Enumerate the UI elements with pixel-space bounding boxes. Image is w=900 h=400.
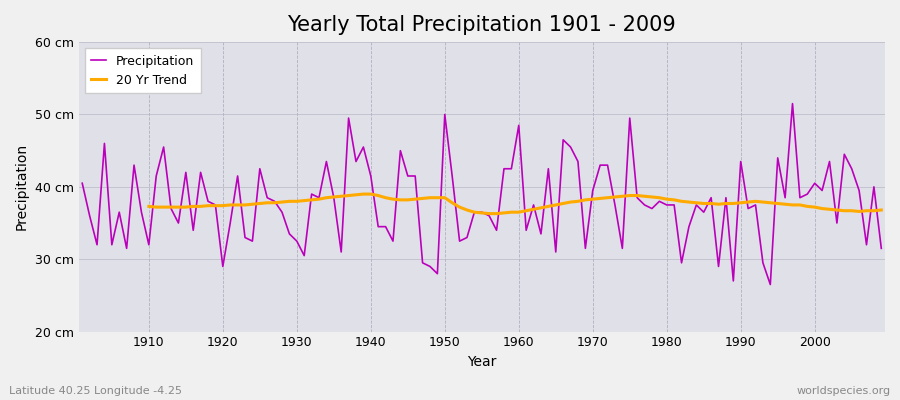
Precipitation [788, 101, 798, 106]
20 Yr Trend [536, 206, 546, 210]
Line: Precipitation: Precipitation [82, 104, 881, 284]
Precipitation [506, 166, 517, 171]
Title: Yearly Total Precipitation 1901 - 2009: Yearly Total Precipitation 1901 - 2009 [287, 15, 676, 35]
Y-axis label: Precipitation: Precipitation [15, 143, 29, 230]
Precipitation [136, 210, 147, 214]
Line: 20 Yr Trend: 20 Yr Trend [148, 194, 881, 214]
Text: Latitude 40.25 Longitude -4.25: Latitude 40.25 Longitude -4.25 [9, 386, 182, 396]
Precipitation [602, 163, 613, 168]
20 Yr Trend [876, 208, 886, 212]
Precipitation [765, 282, 776, 287]
20 Yr Trend [854, 209, 865, 214]
Text: worldspecies.org: worldspecies.org [796, 386, 891, 396]
Precipitation [299, 253, 310, 258]
20 Yr Trend [143, 204, 154, 209]
Precipitation [76, 181, 87, 186]
Precipitation [513, 123, 524, 128]
20 Yr Trend [284, 199, 295, 204]
Precipitation [876, 246, 886, 251]
20 Yr Trend [832, 208, 842, 212]
20 Yr Trend [313, 197, 324, 202]
20 Yr Trend [484, 211, 495, 216]
X-axis label: Year: Year [467, 355, 497, 369]
Legend: Precipitation, 20 Yr Trend: Precipitation, 20 Yr Trend [85, 48, 201, 93]
Precipitation [343, 116, 354, 120]
20 Yr Trend [595, 196, 606, 201]
20 Yr Trend [358, 192, 369, 196]
